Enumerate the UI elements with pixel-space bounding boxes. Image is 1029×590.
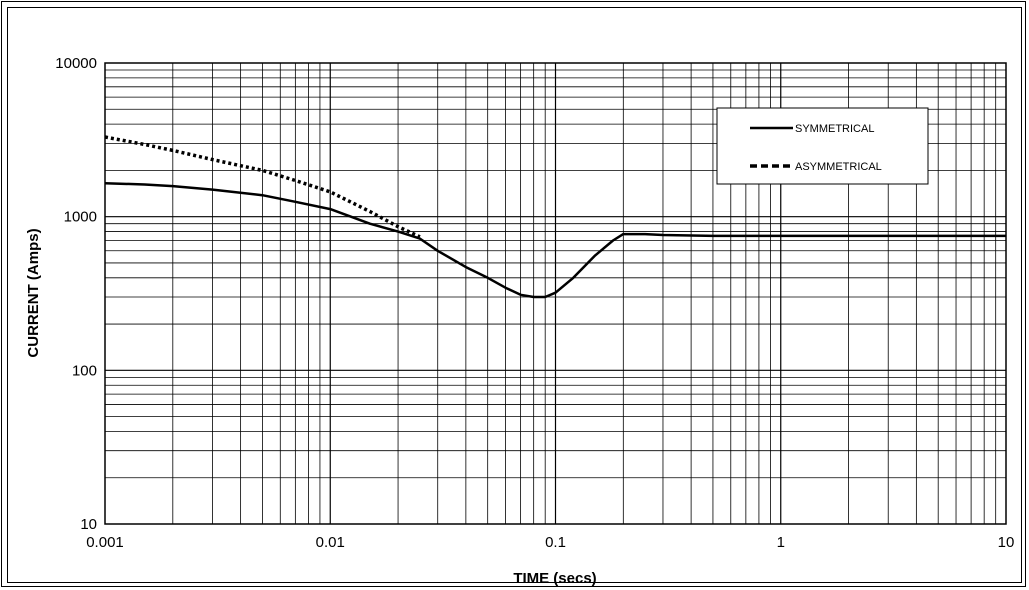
legend: SYMMETRICAL ASYMMETRICAL bbox=[716, 107, 929, 185]
x-axis-title: TIME (secs) bbox=[513, 570, 596, 587]
legend-box bbox=[716, 107, 929, 185]
y-tick-label: 100 bbox=[72, 362, 97, 379]
y-tick-label: 10 bbox=[80, 516, 97, 533]
series-line-asymmetrical bbox=[104, 135, 421, 239]
series-line-symmetrical bbox=[104, 181, 1006, 299]
y-axis-title: CURRENT (Amps) bbox=[25, 228, 42, 357]
chart-frame-inner bbox=[7, 7, 1022, 583]
y-tick-label: 10000 bbox=[55, 55, 97, 72]
data-series bbox=[104, 135, 1006, 299]
x-tick-label: 10 bbox=[998, 534, 1015, 551]
y-tick-label: 1000 bbox=[64, 209, 97, 226]
x-tick-label: 0.001 bbox=[86, 534, 124, 551]
x-tick-label: 0.01 bbox=[316, 534, 345, 551]
legend-label-asymmetrical: ASYMMETRICAL bbox=[795, 161, 882, 173]
legend-label-symmetrical: SYMMETRICAL bbox=[795, 123, 874, 135]
x-tick-label: 0.1 bbox=[545, 534, 566, 551]
x-tick-label: 1 bbox=[777, 534, 785, 551]
grid-lines bbox=[105, 63, 1006, 524]
tick-labels: 0.001 0.01 0.1 1 10 10 100 1000 10000 bbox=[55, 55, 1014, 551]
plot-area-border bbox=[104, 62, 1007, 525]
